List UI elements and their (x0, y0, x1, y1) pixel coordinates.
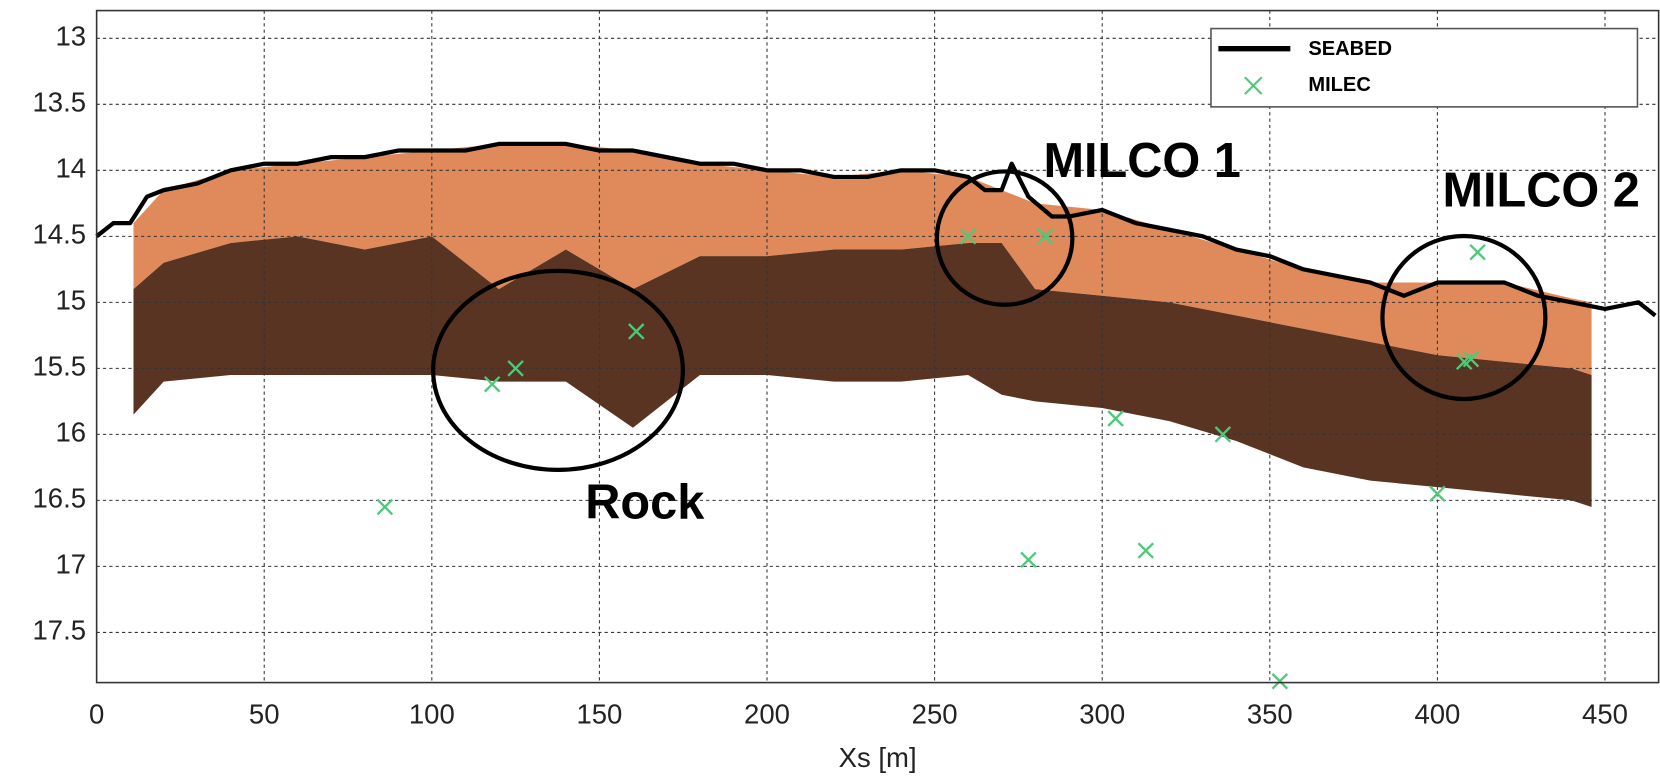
annotation: MILCO 2 (1442, 164, 1639, 218)
legend: SEABED MILEC (1211, 29, 1637, 107)
legend-label: SEABED (1308, 38, 1392, 60)
y-tick-label: 13.5 (33, 87, 87, 118)
y-tick-label: 15 (55, 285, 86, 316)
x-tick-label: 200 (744, 699, 790, 730)
y-tick-label: 14.5 (33, 219, 87, 250)
x-tick-label: 250 (912, 699, 958, 730)
y-tick-label: 16 (55, 417, 86, 448)
x-tick-label: 50 (249, 699, 280, 730)
legend-box (1211, 29, 1637, 107)
y-tick-label: 13 (55, 21, 86, 52)
x-tick-label: 350 (1247, 699, 1293, 730)
y-tick-label: 16.5 (33, 483, 87, 514)
legend-label: MILEC (1308, 74, 1371, 96)
y-tick-label: 15.5 (33, 351, 87, 382)
x-axis-label: Xs [m] (839, 742, 917, 773)
x-tick-label: 0 (89, 699, 104, 730)
y-tick-label: 17 (55, 549, 86, 580)
y-tick-label: 17.5 (33, 615, 87, 646)
x-tick-label: 150 (576, 699, 622, 730)
y-tick-label: 14 (55, 153, 86, 184)
chart: MILCO 1 MILCO 2 Rock SEABED MILEC Xs [m]… (0, 0, 1660, 781)
x-tick-label: 300 (1079, 699, 1125, 730)
annotation: Rock (585, 476, 705, 530)
annotation: MILCO 1 (1043, 134, 1240, 188)
x-tick-label: 100 (409, 699, 455, 730)
x-tick-label: 400 (1414, 699, 1460, 730)
x-tick-label: 450 (1582, 699, 1628, 730)
